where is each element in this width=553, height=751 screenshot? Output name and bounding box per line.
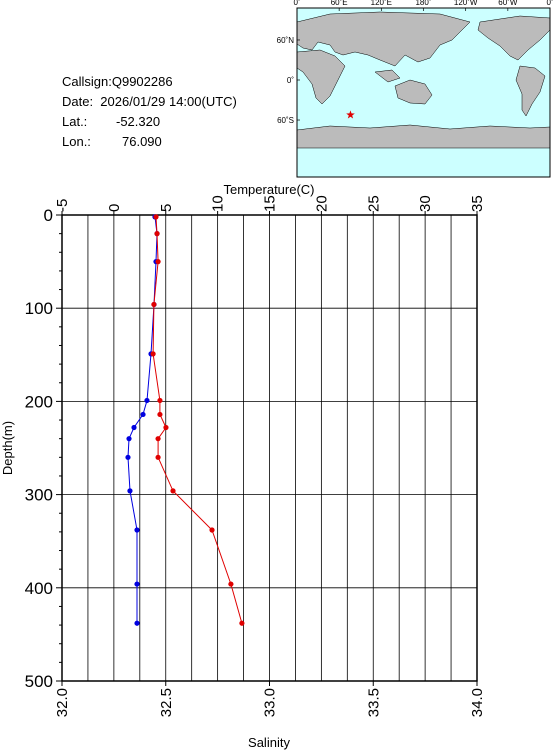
y-tick-label: 200 bbox=[25, 392, 53, 411]
x-tick-label: 10 bbox=[210, 195, 227, 212]
date: Date: 2026/01/29 14:00(UTC) bbox=[62, 94, 237, 109]
profile-point bbox=[131, 424, 137, 431]
profile-point bbox=[157, 411, 163, 418]
x-tick-label: 0 bbox=[106, 204, 123, 212]
map-lat-label: 0˚ bbox=[287, 76, 294, 85]
x-tick-label: 15 bbox=[262, 195, 279, 212]
map-lon-label: 0˚ bbox=[293, 0, 300, 7]
map-lon-label: 120˚E bbox=[371, 0, 392, 7]
profile-point bbox=[155, 454, 161, 460]
location-marker bbox=[346, 110, 355, 119]
profile-point bbox=[154, 231, 160, 237]
x-tick-label: -5 bbox=[54, 199, 71, 212]
y-tick-label: 300 bbox=[25, 486, 53, 505]
profile-point bbox=[126, 436, 132, 442]
profile-point bbox=[134, 581, 140, 587]
map-lat-label: 60˚N bbox=[277, 36, 295, 45]
lat-label: Lat.: bbox=[62, 114, 87, 129]
map-lon-label: 60˚W bbox=[498, 0, 518, 7]
profile-point bbox=[125, 454, 131, 460]
profile-point bbox=[239, 620, 245, 626]
profile-point bbox=[140, 411, 146, 418]
profile-point bbox=[127, 488, 133, 494]
world-map bbox=[296, 7, 551, 178]
x-tick-label: 30 bbox=[417, 195, 434, 212]
map-lon-label: 180˚ bbox=[415, 0, 431, 7]
x2-tick-label: 33.0 bbox=[262, 688, 279, 717]
profile-line bbox=[152, 216, 243, 624]
map-lon-label: 0˚ bbox=[546, 0, 553, 7]
profile-point bbox=[144, 397, 150, 404]
profile-line bbox=[127, 216, 158, 624]
y-tick-label: 500 bbox=[25, 672, 53, 691]
profile-point bbox=[155, 436, 161, 442]
x-tick-label: 25 bbox=[365, 195, 382, 212]
profile-point bbox=[155, 259, 161, 265]
x-axis-title: Temperature(C) bbox=[223, 182, 314, 197]
x2-tick-label: 34.0 bbox=[469, 688, 486, 717]
profile-point bbox=[150, 351, 156, 357]
profile-point bbox=[163, 424, 169, 431]
x2-tick-label: 32.0 bbox=[54, 688, 71, 717]
x-tick-label: 20 bbox=[313, 195, 330, 212]
x-tick-label: 35 bbox=[469, 195, 486, 212]
profile-point bbox=[157, 397, 163, 404]
x2-tick-label: 32.5 bbox=[158, 688, 175, 717]
profile-point bbox=[209, 527, 215, 533]
profile-point bbox=[153, 214, 159, 220]
land bbox=[297, 11, 550, 149]
profile-point bbox=[228, 581, 234, 587]
profile-point bbox=[134, 620, 140, 626]
map-lon-label: 60˚E bbox=[331, 0, 348, 7]
x2-axis-title: Salinity bbox=[248, 735, 290, 750]
y-tick-label: 100 bbox=[25, 299, 53, 318]
y-axis-title: Depth(m) bbox=[0, 421, 15, 475]
profile-point bbox=[134, 527, 140, 533]
x-tick-label: 5 bbox=[158, 204, 175, 212]
lat-value: -52.320 bbox=[116, 114, 160, 129]
lon-value: 76.090 bbox=[122, 134, 162, 149]
profile-point bbox=[170, 488, 176, 494]
map-lon-label: 120˚W bbox=[454, 0, 478, 7]
profile-point bbox=[151, 301, 157, 308]
y-tick-label: 0 bbox=[44, 206, 53, 225]
map-lat-label: 60˚S bbox=[277, 116, 294, 125]
lon-label: Lon.: bbox=[62, 134, 91, 149]
x2-tick-label: 33.5 bbox=[365, 688, 382, 717]
callsign: Callsign:Q9902286 bbox=[62, 74, 173, 89]
y-tick-label: 400 bbox=[25, 579, 53, 598]
